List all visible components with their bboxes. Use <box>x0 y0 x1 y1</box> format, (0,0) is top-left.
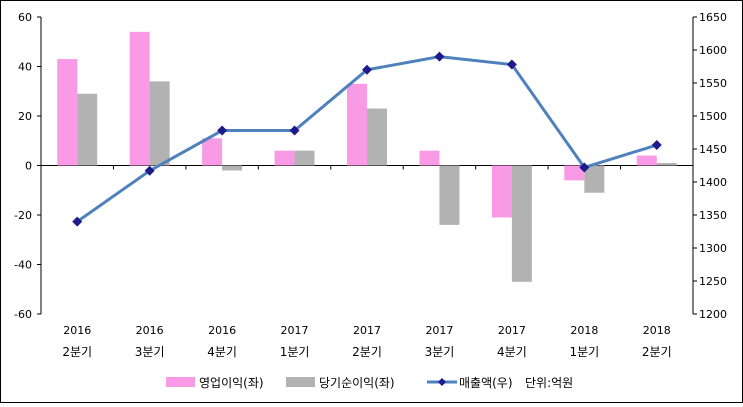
revenue-point <box>434 51 445 62</box>
bar-operating-profit <box>274 150 295 166</box>
y-right-tick-label: 1450 <box>699 143 727 156</box>
bar-operating-profit <box>57 59 78 166</box>
x-tick-label-year: 2017 <box>425 324 453 337</box>
x-tick-label-year: 2017 <box>498 324 526 337</box>
bar-net-income <box>439 165 460 225</box>
legend-label-revenue: 매출액(우) <box>459 376 513 390</box>
y-right-tick-label: 1650 <box>699 11 727 24</box>
bar-operating-profit <box>419 150 440 166</box>
bar-operating-profit <box>491 165 512 218</box>
y-left-tick-label: -40 <box>14 259 32 272</box>
revenue-point <box>217 125 228 136</box>
x-tick-label-quarter: 4분기 <box>207 345 237 359</box>
bar-operating-profit <box>347 83 367 166</box>
bar-net-income <box>149 81 170 166</box>
legend-swatch-net-income <box>286 377 315 387</box>
revenue-point <box>651 140 662 151</box>
bar-net-income <box>656 163 677 166</box>
y-right-tick-label: 1500 <box>699 110 727 123</box>
y-right-tick-label: 1250 <box>699 275 727 288</box>
x-tick-label-year: 2016 <box>208 324 236 337</box>
revenue-point <box>506 59 517 70</box>
x-tick-label-quarter: 2분기 <box>62 345 92 359</box>
y-left-tick-label: 60 <box>18 11 32 24</box>
revenue-point <box>72 216 83 227</box>
x-tick-label-quarter: 3분기 <box>135 345 165 359</box>
x-tick-label-year: 2017 <box>353 324 381 337</box>
revenue-point <box>144 165 155 176</box>
bar-operating-profit <box>636 155 657 166</box>
y-right-tick-label: 1200 <box>699 308 727 321</box>
x-tick-label-quarter: 4분기 <box>497 345 527 359</box>
bar-net-income <box>584 165 605 193</box>
x-tick-label-year: 2016 <box>136 324 164 337</box>
revenue-point <box>362 64 372 75</box>
y-left-tick-label: 0 <box>25 160 32 173</box>
legend-label-net-income: 당기순이익(좌) <box>319 376 395 390</box>
bar-operating-profit <box>202 138 223 166</box>
bar-net-income <box>77 93 98 166</box>
y-left-tick-label: -20 <box>14 209 32 222</box>
revenue-point <box>289 125 300 136</box>
x-tick-label-quarter: 1분기 <box>569 345 599 359</box>
x-tick-label-year: 2017 <box>281 324 309 337</box>
bar-net-income <box>367 108 387 166</box>
bar-operating-profit <box>129 31 150 166</box>
x-tick-label-year: 2018 <box>570 324 598 337</box>
bar-net-income <box>511 165 532 282</box>
y-left-tick-label: -60 <box>14 308 32 321</box>
revenue-point <box>579 162 590 173</box>
bar-net-income <box>222 165 243 171</box>
y-left-tick-label: 40 <box>18 61 32 74</box>
x-tick-label-year: 2018 <box>643 324 671 337</box>
y-right-tick-label: 1350 <box>699 209 727 222</box>
x-tick-label-quarter: 2분기 <box>642 345 672 359</box>
x-tick-label-quarter: 3분기 <box>425 345 455 359</box>
x-tick-label-quarter: 2분기 <box>352 345 382 359</box>
y-left-tick-label: 20 <box>18 110 32 123</box>
bar-net-income <box>294 150 315 166</box>
y-right-tick-label: 1600 <box>699 44 727 57</box>
legend-swatch-operating-profit <box>166 377 195 387</box>
x-tick-label-year: 2016 <box>63 324 91 337</box>
y-right-tick-label: 1300 <box>699 242 727 255</box>
x-tick-label-quarter: 1분기 <box>280 345 310 359</box>
legend-label-operating-profit: 영업이익(좌) <box>199 376 264 390</box>
y-right-tick-label: 1400 <box>699 176 727 189</box>
unit-note: 단위:억원 <box>525 376 573 390</box>
bar-operating-profit <box>564 165 585 181</box>
y-right-tick-label: 1550 <box>699 77 727 90</box>
legend-marker-revenue <box>438 378 446 386</box>
